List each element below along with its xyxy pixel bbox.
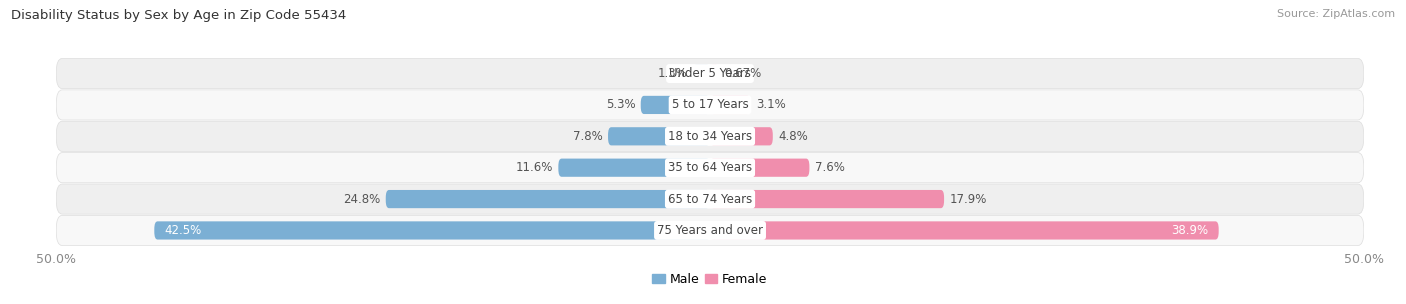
FancyBboxPatch shape [56,58,1364,88]
Text: 3.1%: 3.1% [756,98,786,112]
FancyBboxPatch shape [56,90,1364,120]
Text: 4.8%: 4.8% [778,130,808,143]
Text: 17.9%: 17.9% [949,192,987,206]
Text: Source: ZipAtlas.com: Source: ZipAtlas.com [1277,9,1395,19]
Text: 75 Years and over: 75 Years and over [657,224,763,237]
Text: 0.67%: 0.67% [724,67,761,80]
FancyBboxPatch shape [710,64,718,83]
FancyBboxPatch shape [710,127,773,145]
Text: 7.8%: 7.8% [574,130,603,143]
FancyBboxPatch shape [693,64,710,83]
Text: 38.9%: 38.9% [1171,224,1208,237]
Text: 11.6%: 11.6% [516,161,553,174]
FancyBboxPatch shape [710,96,751,114]
Text: 65 to 74 Years: 65 to 74 Years [668,192,752,206]
Text: Disability Status by Sex by Age in Zip Code 55434: Disability Status by Sex by Age in Zip C… [11,9,346,22]
FancyBboxPatch shape [56,184,1364,214]
Text: 24.8%: 24.8% [343,192,381,206]
Text: 18 to 34 Years: 18 to 34 Years [668,130,752,143]
Text: 42.5%: 42.5% [165,224,202,237]
FancyBboxPatch shape [385,190,710,208]
FancyBboxPatch shape [56,216,1364,246]
FancyBboxPatch shape [607,127,710,145]
Text: Under 5 Years: Under 5 Years [669,67,751,80]
Text: 5 to 17 Years: 5 to 17 Years [672,98,748,112]
FancyBboxPatch shape [710,190,943,208]
FancyBboxPatch shape [558,159,710,177]
FancyBboxPatch shape [155,221,710,240]
FancyBboxPatch shape [710,159,810,177]
Text: 5.3%: 5.3% [606,98,636,112]
FancyBboxPatch shape [641,96,710,114]
Text: 35 to 64 Years: 35 to 64 Years [668,161,752,174]
Text: 7.6%: 7.6% [814,161,845,174]
FancyBboxPatch shape [56,121,1364,151]
FancyBboxPatch shape [710,221,1219,240]
Legend: Male, Female: Male, Female [652,273,768,286]
FancyBboxPatch shape [56,153,1364,183]
Text: 1.3%: 1.3% [658,67,688,80]
